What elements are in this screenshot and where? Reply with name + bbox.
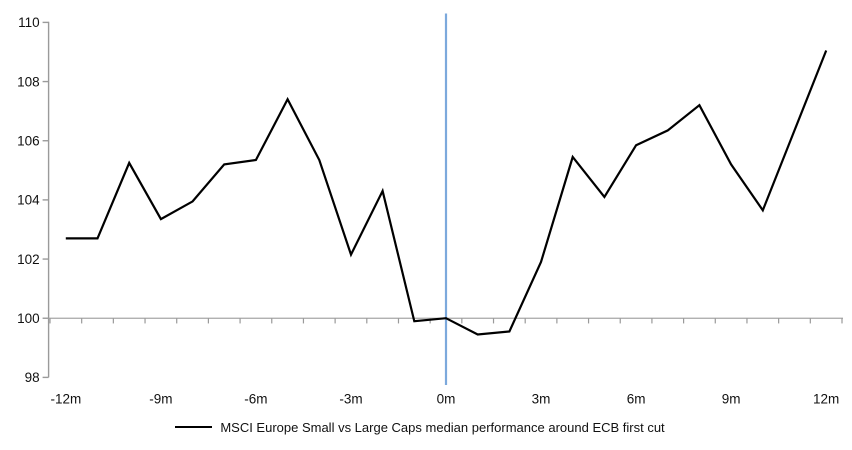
y-axis-label: 98 — [25, 370, 40, 385]
legend-line-swatch — [175, 426, 213, 428]
y-axis-label: 100 — [17, 311, 40, 326]
y-axis-label: 106 — [17, 134, 40, 149]
x-axis-label: 6m — [627, 392, 646, 407]
x-axis-label: -9m — [149, 392, 172, 407]
y-axis-label: 108 — [17, 74, 40, 89]
x-axis-label: -3m — [339, 392, 362, 407]
x-axis-label: -12m — [50, 392, 81, 407]
y-axis-label: 110 — [18, 15, 40, 30]
y-axis-label: 104 — [17, 193, 40, 208]
x-axis-label: 12m — [813, 392, 839, 407]
y-axis-label: 102 — [17, 252, 40, 267]
legend-series-label: MSCI Europe Small vs Large Caps median p… — [220, 419, 665, 435]
x-axis-label: 9m — [722, 392, 741, 407]
series-line — [65, 50, 828, 336]
x-axis-label: 3m — [532, 392, 551, 407]
x-axis-label: 0m — [437, 392, 456, 407]
chart-canvas: 98 100 102 104 106 108 110 -12m -9m -6m -3m 0m 3m 6m 9… — [17, 13, 843, 407]
legend: MSCI Europe Small vs Large Caps median p… — [0, 418, 840, 436]
x-axis-label: -6m — [244, 392, 267, 407]
